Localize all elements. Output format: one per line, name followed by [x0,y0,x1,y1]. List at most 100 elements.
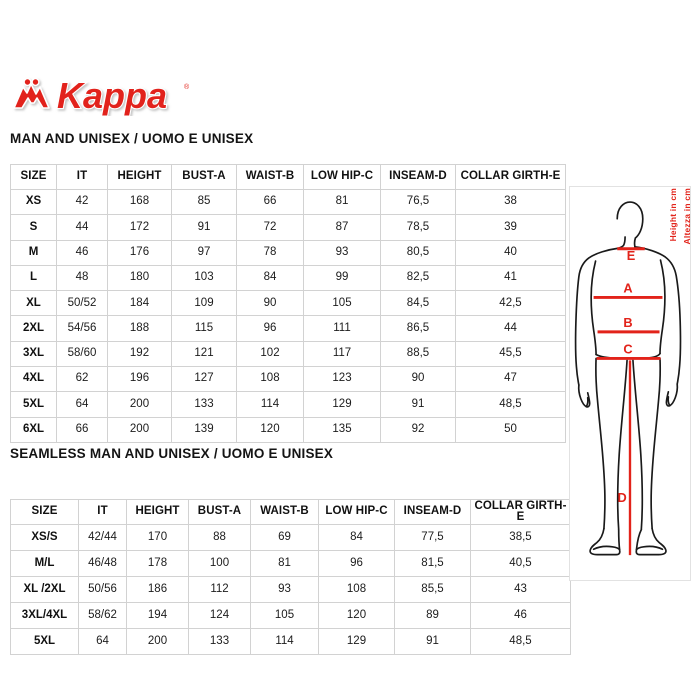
measure-label-collar: E [627,248,636,263]
column-header-size: SIZE [10,164,57,190]
table-row: XL 50/52 184 109 90 105 84,5 42,5 [10,290,566,317]
measurement-cell: 81,5 [394,550,471,577]
measurement-cell: 86,5 [380,315,456,342]
measurement-cell: 172 [107,214,172,241]
measurement-cell: 78,5 [380,214,456,241]
measurement-cell: 54/56 [56,315,108,342]
size-table-seamless-body: XS/S 42/44 170 88 69 84 77,5 38,5 M/L 46/48 178 100… [10,524,571,655]
measurement-cell: 103 [171,264,237,292]
size-label-cell: 3XL/4XL [10,602,79,629]
measurement-cell: 38 [455,188,566,216]
measurement-cell: 43 [470,576,571,603]
measurement-cell: 111 [303,315,381,342]
measurement-cell: 84 [236,264,304,292]
measurement-cell: 50/52 [56,290,108,317]
size-label-cell: M/L [10,550,79,577]
measurement-cell: 62 [56,366,108,393]
table-row: 3XL/4XL 58/62 194 124 105 120 89 46 [10,602,571,629]
measurement-cell: 78 [236,239,304,266]
measurement-cell: 133 [171,391,237,418]
measurement-cell: 72 [236,214,304,241]
measurement-cell: 180 [107,264,172,292]
measurement-cell: 168 [107,188,172,216]
measurement-cell: 200 [126,628,189,655]
table-row: M 46 176 97 78 93 80,5 40 [10,239,566,266]
measurement-cell: 93 [250,576,319,603]
measurement-cell: 45,5 [455,340,566,368]
measurement-cell: 39 [455,214,566,241]
measurement-cell: 123 [303,366,381,393]
measurement-cell: 48,5 [470,628,571,655]
size-label-cell: XL /2XL [10,576,79,603]
column-header-it: IT [56,164,108,190]
measurement-cell: 44 [455,315,566,342]
measurement-lines [593,247,663,360]
size-label-cell: 5XL [10,628,79,655]
measurement-cell: 186 [126,576,189,603]
measurement-cell: 99 [303,264,381,292]
measurement-cell: 58/60 [56,340,108,368]
measurement-cell: 105 [303,290,381,317]
size-label-cell: XS/S [10,524,79,551]
table-row: M/L 46/48 178 100 81 96 81,5 40,5 [10,550,571,577]
measurement-cell: 90 [236,290,304,317]
size-label-cell: XL [10,290,57,317]
column-header-waist-b: WAIST-B [250,499,319,525]
size-table-man-unisex-body: XS 42 168 85 66 81 76,5 38 S 44 172 91 72 87 78,5 39 M 46… [10,188,566,443]
measurement-cell: 135 [303,416,381,443]
measurement-cell: 81 [250,550,319,577]
measurement-cell: 93 [303,239,381,266]
size-table-man-unisex-head: SIZE IT HEIGHT BUST-A WAIST-B LOW HIP-C INSEAM… [10,164,566,190]
measurement-cell: 91 [394,628,471,655]
measurement-cell: 108 [236,366,304,393]
measurement-cell: 196 [107,366,172,393]
column-header-inseam-d: INSEAM-D [380,164,456,190]
size-table-seamless-head: SIZE IT HEIGHT BUST-A WAIST-B LOW HIP-C INSEAM… [10,499,571,525]
table-row: 5XL 64 200 133 114 129 91 48,5 [10,628,571,655]
measurement-labels: E A B C D [618,248,636,505]
measurement-cell: 115 [171,315,237,342]
measurement-cell: 85 [171,188,237,216]
measurement-cell: 188 [107,315,172,342]
measurement-cell: 112 [188,576,251,603]
measurement-cell: 117 [303,340,381,368]
measurement-cell: 50 [455,416,566,443]
height-caption-italian: Altezza in cm [682,188,692,245]
measurement-cell: 127 [171,366,237,393]
measurement-cell: 84,5 [380,290,456,317]
measurement-cell: 81 [303,188,381,216]
table-row: XS 42 168 85 66 81 76,5 38 [10,188,566,216]
measurement-cell: 46 [470,602,571,629]
measurement-cell: 40 [455,239,566,266]
column-header-height: HEIGHT [107,164,172,190]
measurement-cell: 108 [318,576,395,603]
measurement-cell: 96 [236,315,304,342]
measurement-cell: 88 [188,524,251,551]
kappa-logo-svg: Kappa ® [13,74,190,117]
table-row: 2XL 54/56 188 115 96 111 86,5 44 [10,315,566,342]
size-label-cell: S [10,214,57,241]
measurement-cell: 91 [171,214,237,241]
kappa-logo: Kappa ® [10,72,200,117]
measurement-cell: 47 [455,366,566,393]
measurement-cell: 80,5 [380,239,456,266]
body-outline [574,201,682,556]
measurement-cell: 200 [107,416,172,443]
measurement-cell: 90 [380,366,456,393]
measurement-cell: 85,5 [394,576,471,603]
measurement-cell: 76,5 [380,188,456,216]
column-header-collar-girth-e: COLLAR GIRTH-E [455,164,566,190]
measure-label-waist: B [623,315,632,330]
column-header-collar-girth-e: COLLAR GIRTH-E [470,499,571,525]
measurement-cell: 114 [250,628,319,655]
measurement-cell: 84 [318,524,395,551]
measurement-cell: 109 [171,290,237,317]
size-label-cell: XS [10,188,57,216]
size-label-cell: M [10,239,57,266]
body-figure-svg: E A B C D [574,201,682,556]
measurement-cell: 105 [250,602,319,629]
body-measurement-diagram: E A B C D [569,186,691,581]
column-header-size: SIZE [10,499,79,525]
size-table-man-unisex: SIZE IT HEIGHT BUST-A WAIST-B LOW HIP-C INSEAM… [10,164,566,443]
measurement-cell: 89 [394,602,471,629]
